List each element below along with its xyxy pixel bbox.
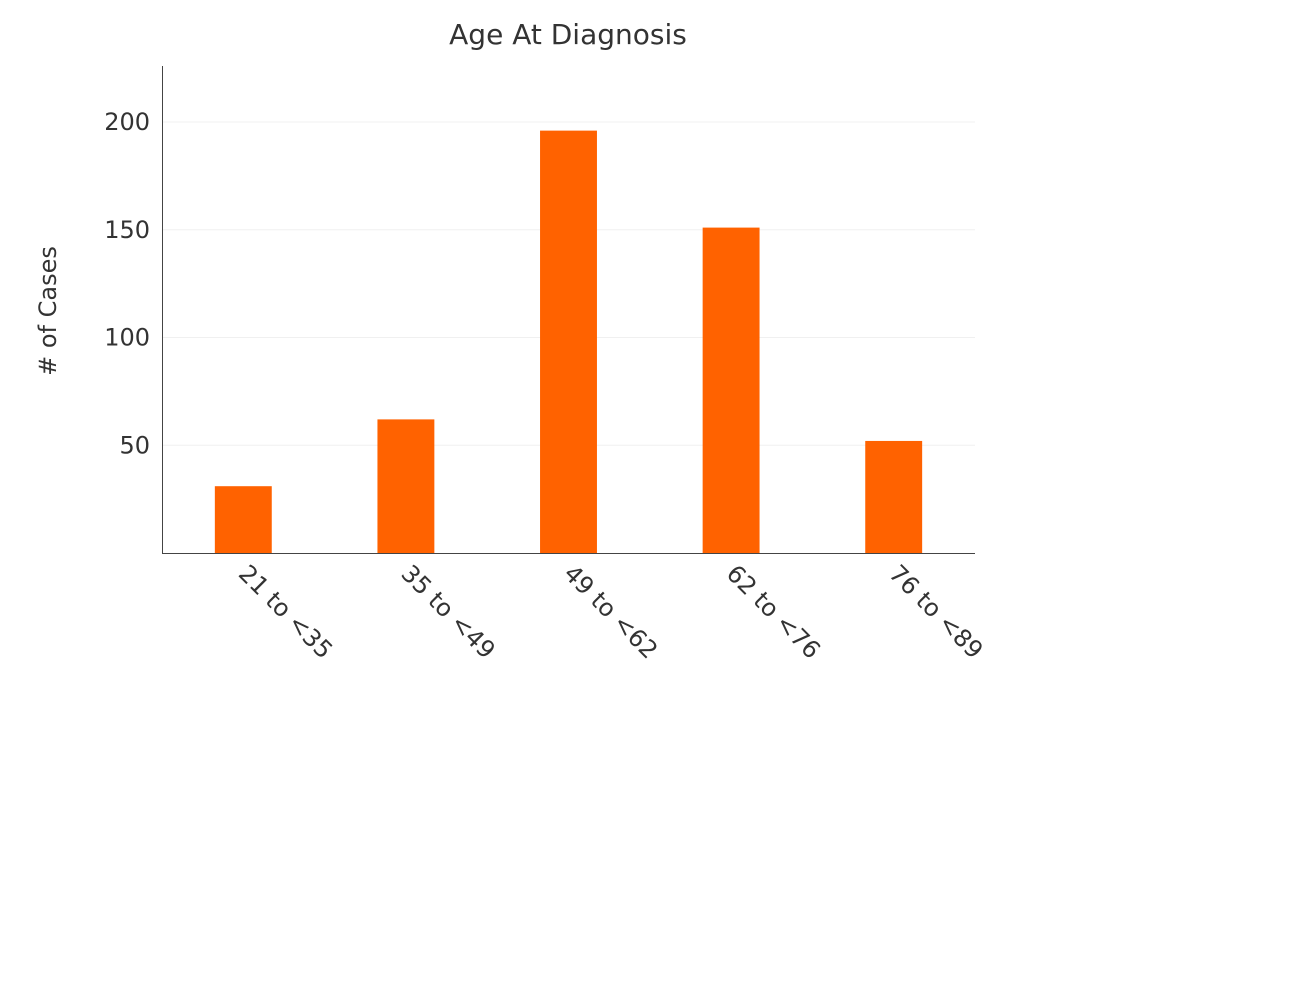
x-tick-label: 49 to <62 [558, 559, 663, 664]
x-tick-label: 35 to <49 [396, 559, 501, 664]
y-tick-label: 200 [104, 108, 150, 136]
x-tick-label: 76 to <89 [883, 559, 988, 664]
chart-title: Age At Diagnosis [449, 18, 687, 51]
y-tick-labels: 50 100 150 200 [104, 108, 150, 459]
bar[interactable] [377, 419, 435, 553]
x-tick-label: 21 to <35 [233, 559, 338, 664]
x-tick-labels: 21 to <35 35 to <49 49 to <62 62 to <76 76 t… [233, 559, 988, 664]
y-tick-label: 50 [119, 431, 150, 459]
bars [214, 130, 923, 553]
bar[interactable] [540, 130, 597, 553]
y-tick-label: 100 [104, 324, 150, 352]
bar[interactable] [214, 486, 272, 553]
y-axis-title: # of Cases [34, 246, 62, 376]
y-tick-label: 150 [104, 216, 150, 244]
x-tick-label: 62 to <76 [721, 559, 826, 664]
bar[interactable] [865, 440, 923, 553]
bar[interactable] [702, 227, 760, 553]
